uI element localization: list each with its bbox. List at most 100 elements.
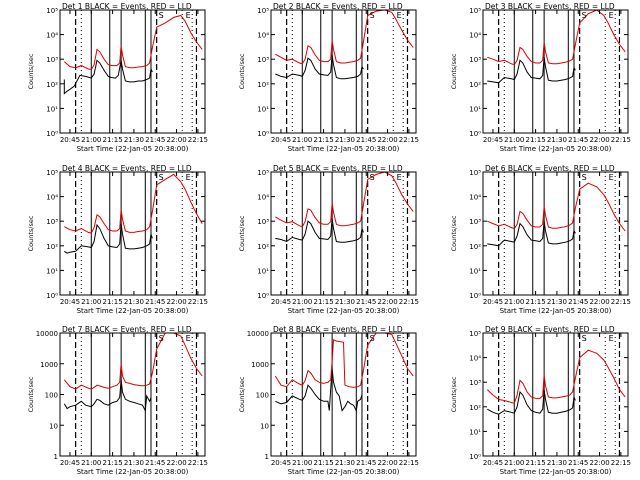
x-axis-label: Start Time (22-Jan-05 20:38:00) bbox=[288, 145, 400, 153]
y-tick-label: 10⁵ bbox=[469, 330, 481, 338]
x-tick-label: 22:00 bbox=[589, 298, 609, 306]
x-axis-label: Start Time (22-Jan-05 20:38:00) bbox=[288, 468, 400, 476]
x-tick-label: 22:00 bbox=[377, 298, 397, 306]
x-tick-label: 21:30 bbox=[124, 459, 144, 467]
y-tick-label: 10³ bbox=[469, 56, 481, 64]
series-line-events bbox=[63, 379, 152, 413]
x-tick-label: 21:30 bbox=[547, 136, 567, 144]
y-tick-label: 10⁰ bbox=[469, 130, 481, 138]
x-tick-label: 21:45 bbox=[568, 459, 588, 467]
y-tick-label: 10⁵ bbox=[46, 169, 58, 177]
marker-label: S bbox=[370, 173, 375, 182]
y-axis-label: Counts/sec bbox=[238, 376, 246, 412]
x-tick-label: 20:45 bbox=[483, 298, 503, 306]
x-tick-label: 21:30 bbox=[124, 136, 144, 144]
y-axis-label: Counts/sec bbox=[450, 53, 458, 89]
y-tick-label: 10⁵ bbox=[257, 7, 269, 15]
series-line-lld bbox=[274, 333, 414, 388]
x-tick-label: 22:15 bbox=[399, 298, 419, 306]
plot-frame bbox=[482, 171, 629, 296]
plot-frame bbox=[59, 9, 206, 134]
y-tick-label: 10⁰ bbox=[257, 130, 269, 138]
x-axis-label: Start Time (22-Jan-05 20:38:00) bbox=[77, 307, 189, 315]
chart-body: 10⁰ 10¹ 10² 10³ 10⁴ 10⁵ 20:45 21:00 21:15 21:30 21… bbox=[450, 325, 631, 476]
y-tick-label: 10¹ bbox=[257, 267, 269, 275]
x-tick-label: 21:15 bbox=[526, 298, 546, 306]
y-tick-label: 10¹ bbox=[46, 267, 58, 275]
y-tick-label: 10⁵ bbox=[469, 7, 481, 15]
x-tick-label: 21:45 bbox=[145, 136, 165, 144]
x-axis-label: Start Time (22-Jan-05 20:38:00) bbox=[77, 145, 189, 153]
chart-title: Det 9 BLACK = Events, RED = LLD bbox=[485, 325, 615, 334]
x-tick-label: 22:15 bbox=[611, 136, 631, 144]
y-tick-label: 10¹ bbox=[469, 105, 481, 113]
chart-title: Det 3 BLACK = Events, RED = LLD bbox=[485, 2, 615, 11]
x-axis-label: Start Time (22-Jan-05 20:38:00) bbox=[500, 468, 612, 476]
x-tick-label: 21:00 bbox=[81, 136, 101, 144]
plot-frame bbox=[482, 9, 629, 134]
series-line-events bbox=[487, 57, 576, 84]
x-tick-label: 22:15 bbox=[399, 136, 419, 144]
x-axis-label: Start Time (22-Jan-05 20:38:00) bbox=[77, 468, 189, 476]
chart-body: 10⁰ 10¹ 10² 10³ 10⁴ 10⁵ 20:45 21:00 21:15 21:30 21… bbox=[450, 164, 631, 315]
y-tick-label: 1 bbox=[54, 453, 58, 461]
series-line-events bbox=[487, 221, 576, 247]
x-tick-label: 21:00 bbox=[504, 136, 524, 144]
y-tick-label: 10 bbox=[49, 422, 58, 430]
x-tick-label: 21:15 bbox=[526, 136, 546, 144]
marker-label: S bbox=[582, 11, 587, 20]
y-axis-label: Counts/sec bbox=[27, 376, 35, 412]
chart-body: 10⁰ 10¹ 10² 10³ 10⁴ 10⁵ 20:45 21:00 21:15 21:30 21… bbox=[238, 164, 419, 315]
y-tick-label: 10³ bbox=[257, 218, 269, 226]
y-tick-label: 10⁵ bbox=[257, 169, 269, 177]
plot-frame bbox=[270, 171, 417, 296]
series-line-lld bbox=[487, 182, 626, 232]
x-tick-label: 21:00 bbox=[81, 298, 101, 306]
x-axis-label: Start Time (22-Jan-05 20:38:00) bbox=[500, 145, 612, 153]
x-tick-label: 21:00 bbox=[292, 459, 312, 467]
chart-body: 10⁰ 10¹ 10² 10³ 10⁴ 10⁵ 20:45 21:00 21:15 21:30 21… bbox=[27, 2, 208, 153]
y-tick-label: 10¹ bbox=[469, 428, 481, 436]
x-tick-label: 21:15 bbox=[103, 298, 123, 306]
chart-title: Det 8 BLACK = Events, RED = LLD bbox=[273, 325, 403, 334]
series-line-events bbox=[275, 54, 364, 80]
x-tick-label: 21:45 bbox=[145, 298, 165, 306]
chart-title: Det 7 BLACK = Events, RED = LLD bbox=[62, 325, 192, 334]
x-tick-label: 21:30 bbox=[547, 459, 567, 467]
x-axis-label: Start Time (22-Jan-05 20:38:00) bbox=[288, 307, 400, 315]
y-tick-label: 10³ bbox=[469, 218, 481, 226]
marker-label: E bbox=[397, 334, 402, 343]
x-tick-label: 22:00 bbox=[166, 136, 186, 144]
y-tick-label: 10² bbox=[257, 243, 269, 251]
x-tick-label: 21:00 bbox=[81, 459, 101, 467]
series-line-lld bbox=[487, 10, 626, 66]
series-line-events bbox=[63, 59, 153, 95]
y-tick-label: 10² bbox=[46, 243, 58, 251]
y-tick-label: 10000 bbox=[247, 330, 269, 338]
x-tick-label: 22:00 bbox=[377, 459, 397, 467]
x-tick-label: 22:15 bbox=[188, 298, 208, 306]
x-tick-label: 20:45 bbox=[271, 298, 291, 306]
x-tick-label: 21:15 bbox=[314, 459, 334, 467]
series-line-events bbox=[64, 223, 153, 254]
x-tick-label: 20:45 bbox=[271, 136, 291, 144]
marker-label: E bbox=[397, 11, 402, 20]
marker-label: S bbox=[159, 173, 164, 182]
y-axis-label: Counts/sec bbox=[450, 215, 458, 251]
x-tick-label: 20:45 bbox=[271, 459, 291, 467]
y-tick-label: 10¹ bbox=[469, 267, 481, 275]
series-line-events bbox=[275, 368, 363, 413]
x-tick-label: 22:15 bbox=[399, 459, 419, 467]
plot-frame bbox=[482, 332, 629, 457]
y-tick-label: 10⁰ bbox=[469, 292, 481, 300]
chart-body: 1 10 100 1000 10000 20:45 21:00 21:15 21:30 21:45… bbox=[238, 325, 419, 476]
chart-title: Det 2 BLACK = Events, RED = LLD bbox=[273, 2, 403, 11]
y-tick-label: 10⁴ bbox=[469, 32, 481, 40]
marker-label: E bbox=[186, 11, 191, 20]
x-tick-label: 21:00 bbox=[504, 298, 524, 306]
y-tick-label: 10⁴ bbox=[46, 32, 58, 40]
marker-label: E bbox=[186, 173, 191, 182]
